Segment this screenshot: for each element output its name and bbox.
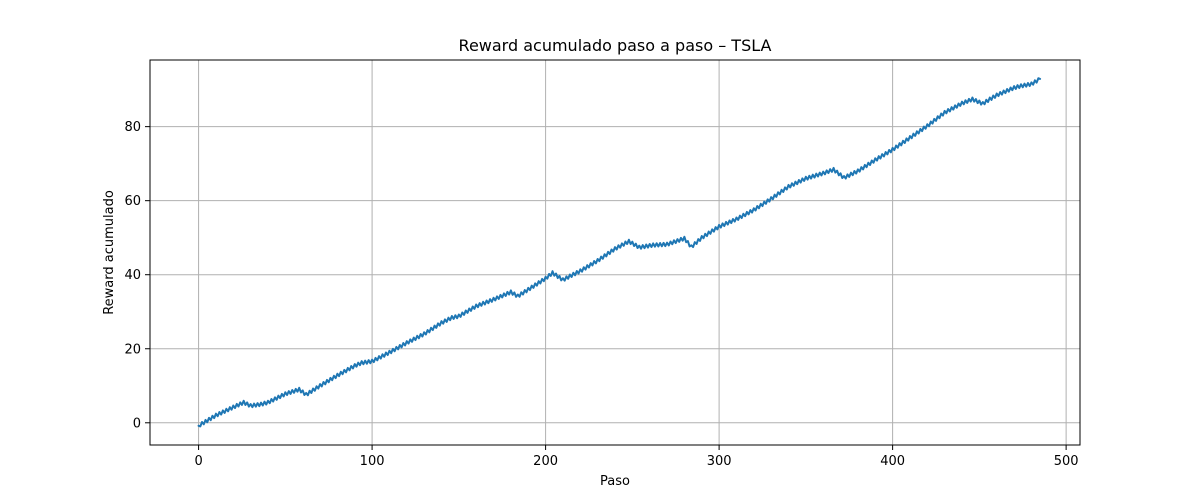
y-axis-label: Reward acumulado — [102, 190, 117, 315]
x-tick-label: 200 — [533, 454, 558, 469]
series-layer — [197, 77, 1042, 428]
y-tick-label: 40 — [124, 268, 141, 283]
plot-frame — [149, 59, 1081, 446]
x-tick-label: 0 — [194, 454, 202, 469]
y-tick-label: 20 — [124, 342, 141, 357]
y-tick-label: 0 — [133, 416, 141, 431]
x-axis: 0 100 200 300 400 500 — [194, 445, 1079, 469]
x-tick-label: 400 — [880, 454, 905, 469]
plot-area — [150, 60, 1080, 445]
series-line — [197, 77, 1042, 428]
y-tick-label: 60 — [124, 194, 141, 209]
y-axis: 0 20 40 60 80 — [124, 120, 150, 431]
x-tick-label: 500 — [1054, 454, 1079, 469]
x-tick-label: 100 — [360, 454, 385, 469]
y-tick-label: 80 — [124, 120, 141, 135]
x-tick-label: 300 — [707, 454, 732, 469]
x-axis-label: Paso — [600, 474, 630, 489]
chart-title: Reward acumulado paso a paso – TSLA — [459, 36, 772, 55]
